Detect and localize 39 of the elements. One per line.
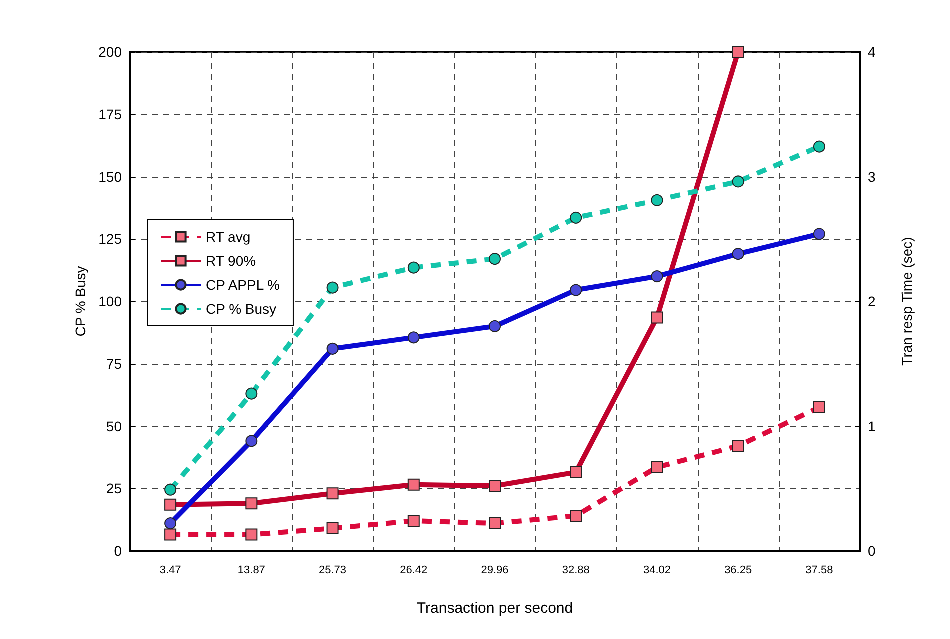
x-tick-label: 26.42 [400, 564, 428, 576]
x-tick-label: 37.58 [806, 564, 834, 576]
point [326, 282, 339, 294]
legend-label: RT avg [206, 229, 251, 245]
point [164, 484, 177, 496]
y-axis-title: CP % Busy [72, 266, 89, 337]
y2-tick-label: 3 [868, 168, 876, 185]
legend-label: RT 90% [206, 253, 256, 269]
point [651, 194, 664, 206]
x-axis-title: Transaction per second [416, 600, 574, 617]
y2-axis-title: Tran resp Time (sec) [899, 237, 915, 366]
y-tick-label: 25 [106, 480, 122, 497]
point [408, 262, 420, 274]
point [570, 212, 582, 224]
y-tick-label: 0 [114, 543, 122, 559]
y2-tick-label: 2 [868, 294, 876, 310]
y-tick-label: 175 [98, 106, 122, 122]
y-tick-label: 200 [98, 44, 122, 60]
legend-label: CP % Busy [206, 301, 277, 317]
y-tick-label: 100 [98, 294, 122, 310]
y2-tick-label: 1 [868, 418, 876, 434]
x-tick-label: 25.73 [319, 564, 347, 576]
point [246, 388, 258, 400]
x-tick-label: 29.96 [481, 564, 509, 576]
x-tick-label: 3.47 [160, 564, 182, 576]
point [732, 176, 744, 188]
y2-tick-label: 4 [868, 44, 876, 60]
y-tick-label: 125 [98, 231, 122, 248]
point [813, 140, 826, 153]
y2-tick-label: 0 [868, 543, 876, 559]
y-tick-label: 75 [106, 356, 122, 372]
legend-label: CP APPL % [206, 277, 280, 293]
y-tick-label: 50 [106, 418, 122, 434]
x-tick-label: 36.25 [724, 564, 752, 576]
point [489, 253, 501, 266]
x-tick-label: 13.87 [238, 564, 266, 576]
x-tick-label: 34.02 [643, 564, 671, 576]
x-tick-label: 32.88 [562, 564, 590, 576]
y-tick-label: 150 [98, 168, 122, 185]
